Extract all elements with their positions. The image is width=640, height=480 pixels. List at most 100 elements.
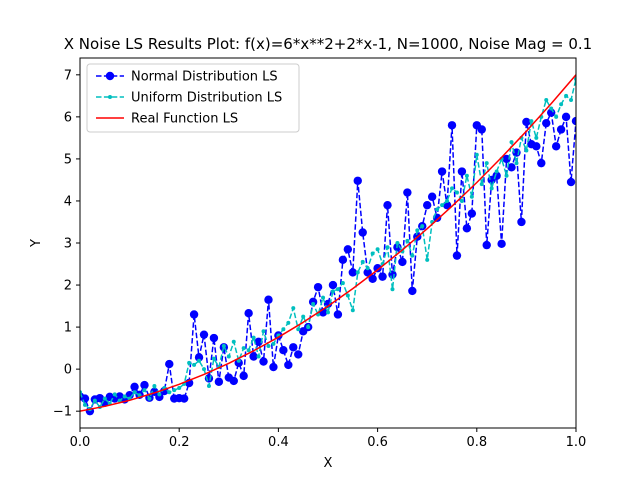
data-point <box>544 98 549 103</box>
data-point <box>427 192 437 201</box>
data-point <box>330 289 335 294</box>
data-point <box>358 228 367 237</box>
data-point <box>566 177 576 187</box>
data-point <box>551 142 561 151</box>
data-point <box>226 354 231 359</box>
data-point <box>112 392 117 397</box>
data-point <box>507 163 516 172</box>
data-point <box>425 257 430 262</box>
data-point <box>534 135 539 140</box>
data-point <box>286 320 291 325</box>
data-point <box>241 346 246 351</box>
data-point <box>408 286 417 296</box>
data-point <box>450 186 454 191</box>
data-point <box>192 362 197 367</box>
data-point <box>261 329 266 334</box>
data-point <box>462 224 472 233</box>
x-tick-label: 1.0 <box>566 435 587 450</box>
data-point <box>348 268 357 277</box>
x-axis: 0.0 0.2 0.4 0.6 0.8 1.0 <box>70 428 587 450</box>
data-point <box>266 344 271 349</box>
data-point <box>452 251 462 260</box>
legend-box <box>86 63 300 133</box>
data-point <box>152 383 157 388</box>
data-point <box>82 402 87 407</box>
x-axis-label: X <box>324 456 333 471</box>
data-point <box>256 354 261 359</box>
data-point <box>197 358 202 363</box>
data-point <box>514 161 519 166</box>
data-point <box>328 280 338 290</box>
data-point <box>559 102 564 107</box>
data-point <box>529 119 534 124</box>
plot-area <box>80 74 576 416</box>
data-point <box>271 341 276 346</box>
data-point <box>311 301 316 306</box>
data-point <box>122 394 127 399</box>
data-point <box>395 241 400 245</box>
data-point <box>355 270 360 275</box>
data-point <box>321 295 326 300</box>
y-axis-label: Y <box>29 239 44 248</box>
y-tick-label: 6 <box>64 110 72 125</box>
data-point <box>373 264 382 273</box>
data-point <box>385 245 390 250</box>
data-point <box>459 198 464 203</box>
data-point <box>360 259 365 264</box>
data-point <box>457 167 467 176</box>
data-point <box>209 333 219 343</box>
data-point <box>281 327 286 332</box>
data-point <box>177 386 182 391</box>
data-point <box>326 310 330 315</box>
data-point <box>313 282 323 292</box>
data-point <box>130 382 139 391</box>
data-point <box>469 194 474 199</box>
data-point <box>571 116 576 126</box>
x-tick-label: 0.2 <box>169 435 190 450</box>
series-line-3 <box>80 74 576 412</box>
data-point <box>229 376 238 386</box>
data-point <box>569 98 574 103</box>
data-point <box>140 380 149 390</box>
data-point <box>289 343 298 352</box>
y-tick-label: 5 <box>64 152 72 167</box>
data-point <box>375 247 380 252</box>
data-point <box>435 207 440 212</box>
legend-marker-1 <box>105 71 115 81</box>
data-point <box>294 350 303 359</box>
data-point <box>301 314 306 319</box>
data-point <box>206 383 211 388</box>
data-point <box>308 297 318 307</box>
data-point <box>102 396 107 401</box>
data-point <box>172 388 177 393</box>
data-point <box>259 357 268 366</box>
x-tick-label: 0.4 <box>268 435 289 450</box>
data-point <box>383 200 392 210</box>
data-point <box>333 310 343 319</box>
data-point <box>279 346 288 355</box>
x-tick-label: 0.0 <box>70 435 91 450</box>
data-point <box>464 173 469 178</box>
data-point <box>556 125 566 134</box>
data-point <box>187 360 192 365</box>
y-tick-label: 1 <box>64 321 72 336</box>
data-point <box>284 360 293 370</box>
data-point <box>165 359 174 369</box>
data-point <box>561 112 571 122</box>
data-point <box>157 392 162 397</box>
data-point <box>251 335 256 340</box>
data-point <box>440 203 445 208</box>
data-point <box>390 287 395 292</box>
data-point <box>306 325 311 330</box>
data-point <box>494 169 499 174</box>
data-point <box>445 198 450 203</box>
data-point <box>410 253 415 258</box>
data-point <box>249 352 258 361</box>
y-tick-label: −1 <box>53 405 72 420</box>
data-point <box>484 161 489 166</box>
data-point <box>522 117 531 127</box>
legend-label-1: Normal Distribution LS <box>131 70 278 85</box>
data-point <box>254 337 263 347</box>
legend: Normal Distribution LS Uniform Distributi… <box>86 63 300 133</box>
y-tick-label: 0 <box>64 363 72 378</box>
